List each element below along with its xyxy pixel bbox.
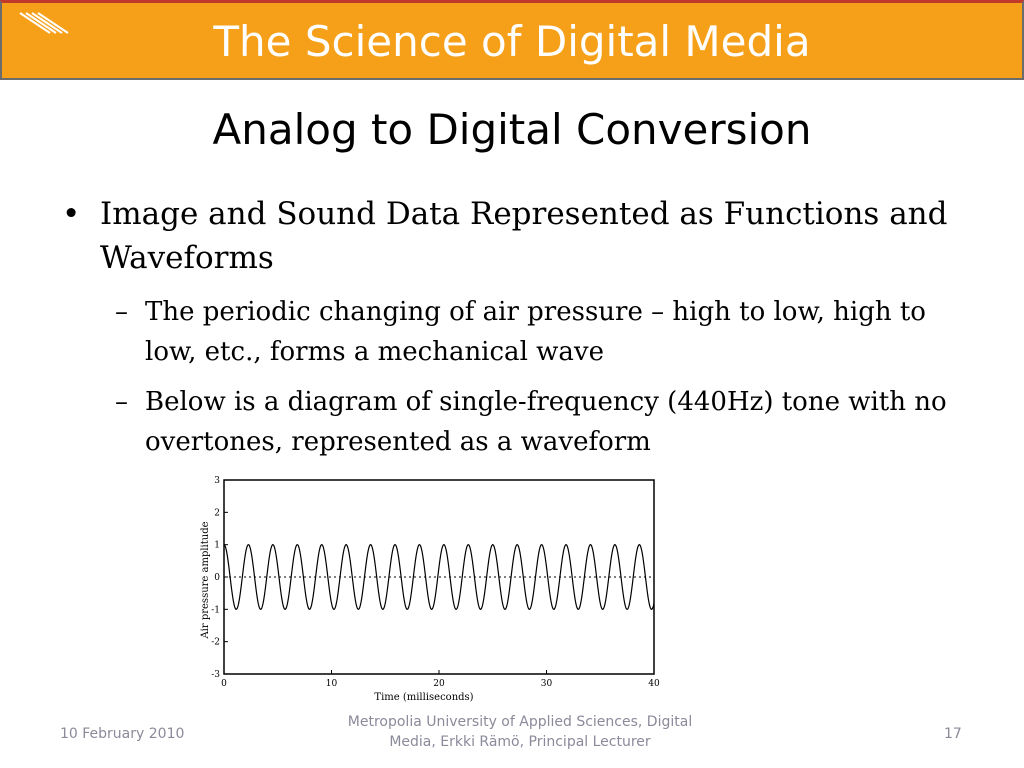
sub-bullet-text: The periodic changing of air pressure – … [145, 297, 926, 367]
bullet-dash: – [115, 297, 128, 327]
x-tick-label: 40 [648, 679, 660, 689]
x-tick-label: 30 [541, 679, 553, 689]
footer-credit-line2: Media, Erkki Rämö, Principal Lecturer [389, 734, 651, 750]
y-tick-label: 3 [214, 476, 220, 486]
x-tick-label: 10 [326, 679, 338, 689]
y-tick-label: 1 [214, 541, 220, 551]
bullet-dash: – [115, 387, 128, 417]
bullet-text: Image and Sound Data Represented as Func… [100, 196, 948, 276]
stripes-logo-icon [19, 12, 69, 34]
footer-credit-line1: Metropolia University of Applied Science… [347, 714, 693, 730]
sub-bullet-text: Below is a diagram of single-frequency (… [145, 387, 947, 457]
y-tick-label: -2 [211, 638, 220, 648]
bullet-dot: • [62, 196, 81, 232]
y-tick-label: -3 [211, 670, 220, 680]
footer-date: 10 February 2010 [60, 726, 185, 742]
x-tick-label: 20 [433, 679, 445, 689]
title-banner: The Science of Digital Media [0, 0, 1024, 80]
x-axis-label: Time (milliseconds) [374, 692, 473, 703]
footer-credit: Metropolia University of Applied Science… [320, 712, 720, 752]
y-tick-label: 0 [214, 573, 220, 583]
y-tick-label: 2 [214, 508, 220, 518]
banner-title: The Science of Digital Media [213, 17, 811, 66]
slide-title: Analog to Digital Conversion [212, 105, 812, 154]
waveform-series [223, 544, 655, 610]
page-number: 17 [944, 726, 962, 742]
x-tick-label: 0 [221, 679, 227, 689]
y-axis-label: Air pressure amplitude [200, 521, 211, 639]
y-tick-label: -1 [211, 605, 220, 615]
